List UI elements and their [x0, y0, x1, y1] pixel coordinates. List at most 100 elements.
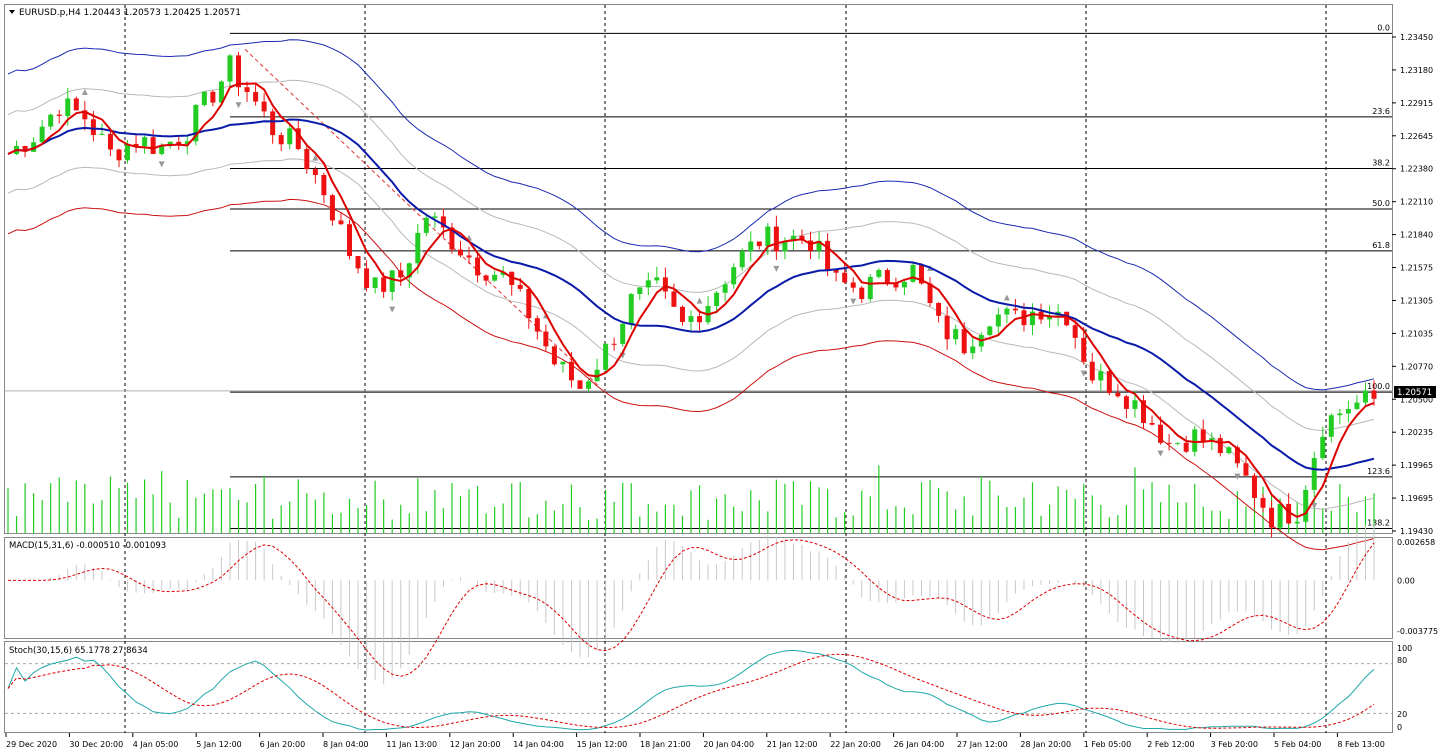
candle-body[interactable]	[1030, 311, 1035, 326]
candle-body[interactable]	[1294, 521, 1300, 524]
candle-body[interactable]	[876, 270, 882, 277]
candle-body[interactable]	[133, 143, 139, 147]
candle-body[interactable]	[381, 277, 387, 292]
candle-body[interactable]	[543, 331, 549, 347]
candle-body[interactable]	[1115, 392, 1121, 397]
candle-body[interactable]	[1183, 442, 1189, 452]
candle-body[interactable]	[1047, 315, 1053, 320]
candle-body[interactable]	[910, 264, 916, 282]
candle-body[interactable]	[1260, 497, 1266, 508]
candle-body[interactable]	[893, 282, 899, 288]
candle-body[interactable]	[56, 114, 62, 116]
candle-body[interactable]	[756, 241, 762, 247]
candle-body[interactable]	[586, 381, 592, 389]
candle-body[interactable]	[218, 81, 224, 103]
candle-body[interactable]	[1251, 475, 1257, 498]
candle-body[interactable]	[722, 284, 728, 293]
main-price-pane[interactable]	[4, 4, 1393, 534]
candle-body[interactable]	[244, 87, 250, 93]
candle-body[interactable]	[253, 92, 259, 102]
stoch-pane[interactable]	[4, 641, 1393, 733]
candle-body[interactable]	[1089, 361, 1095, 381]
candle-body[interactable]	[551, 346, 557, 365]
candle-body[interactable]	[739, 251, 745, 268]
candle-body[interactable]	[116, 149, 122, 161]
candle-body[interactable]	[432, 216, 438, 218]
candle-body[interactable]	[790, 235, 796, 242]
candle-body[interactable]	[1098, 371, 1104, 381]
candle-body[interactable]	[99, 133, 105, 135]
candle-body[interactable]	[107, 133, 113, 150]
candle-body[interactable]	[961, 329, 967, 354]
candle-body[interactable]	[492, 274, 498, 281]
candle-body[interactable]	[1166, 442, 1172, 444]
candle-body[interactable]	[466, 255, 472, 258]
candle-body[interactable]	[671, 291, 677, 307]
candle-body[interactable]	[603, 343, 609, 370]
candle-body[interactable]	[901, 281, 907, 288]
candle-body[interactable]	[637, 287, 643, 294]
candle-body[interactable]	[526, 288, 532, 319]
candle-body[interactable]	[944, 315, 950, 340]
candle-body[interactable]	[321, 174, 327, 196]
candle-body[interactable]	[859, 287, 865, 300]
candle-body[interactable]	[679, 306, 685, 322]
candle-body[interactable]	[1149, 422, 1155, 425]
candle-body[interactable]	[1012, 308, 1018, 311]
candle-body[interactable]	[261, 101, 267, 112]
candle-body[interactable]	[697, 316, 703, 323]
candle-body[interactable]	[31, 142, 37, 152]
candle-body[interactable]	[620, 323, 626, 344]
dropdown-triangle-icon[interactable]	[9, 10, 15, 14]
candle-body[interactable]	[731, 267, 737, 285]
candle-body[interactable]	[48, 114, 54, 127]
candle-body[interactable]	[688, 316, 694, 322]
candle-body[interactable]	[662, 277, 668, 292]
candle-body[interactable]	[1337, 413, 1343, 416]
candle-body[interactable]	[423, 217, 429, 233]
candle-body[interactable]	[347, 224, 352, 257]
candle-body[interactable]	[577, 380, 583, 389]
candle-body[interactable]	[210, 91, 216, 103]
candle-body[interactable]	[475, 257, 481, 276]
candle-body[interactable]	[355, 256, 361, 269]
candle-body[interactable]	[1200, 429, 1206, 442]
candle-body[interactable]	[568, 361, 574, 381]
candle-body[interactable]	[227, 55, 233, 82]
candle-body[interactable]	[1303, 489, 1309, 522]
candle-body[interactable]	[304, 149, 310, 170]
candles[interactable]	[14, 51, 1377, 538]
candle-body[interactable]	[1269, 507, 1275, 528]
candle-body[interactable]	[1320, 436, 1326, 459]
fib-trend-line[interactable]	[244, 48, 601, 388]
candle-body[interactable]	[782, 241, 788, 252]
candle-body[interactable]	[850, 282, 856, 288]
candle-body[interactable]	[278, 135, 284, 145]
candle-body[interactable]	[611, 343, 617, 345]
candle-body[interactable]	[867, 276, 873, 300]
candle-body[interactable]	[398, 270, 404, 278]
candle-body[interactable]	[500, 271, 506, 275]
candle-body[interactable]	[1311, 458, 1317, 490]
candle-body[interactable]	[1362, 390, 1368, 403]
candle-body[interactable]	[406, 263, 412, 278]
candle-body[interactable]	[270, 111, 276, 136]
candle-body[interactable]	[560, 361, 566, 365]
candle-body[interactable]	[338, 220, 344, 225]
candle-body[interactable]	[936, 303, 942, 316]
candle-body[interactable]	[1226, 447, 1232, 454]
candle-body[interactable]	[1004, 308, 1010, 315]
candle-body[interactable]	[287, 128, 293, 145]
macd-pane[interactable]	[4, 537, 1393, 639]
candle-body[interactable]	[167, 141, 173, 146]
candle-body[interactable]	[1345, 408, 1351, 414]
candle-body[interactable]	[39, 126, 45, 143]
candle-body[interactable]	[1081, 337, 1087, 362]
candle-body[interactable]	[884, 270, 890, 283]
candle-body[interactable]	[1106, 371, 1112, 393]
candle-body[interactable]	[1328, 415, 1334, 437]
candle-body[interactable]	[1175, 442, 1181, 444]
candle-body[interactable]	[364, 268, 370, 288]
candle-body[interactable]	[654, 277, 660, 281]
